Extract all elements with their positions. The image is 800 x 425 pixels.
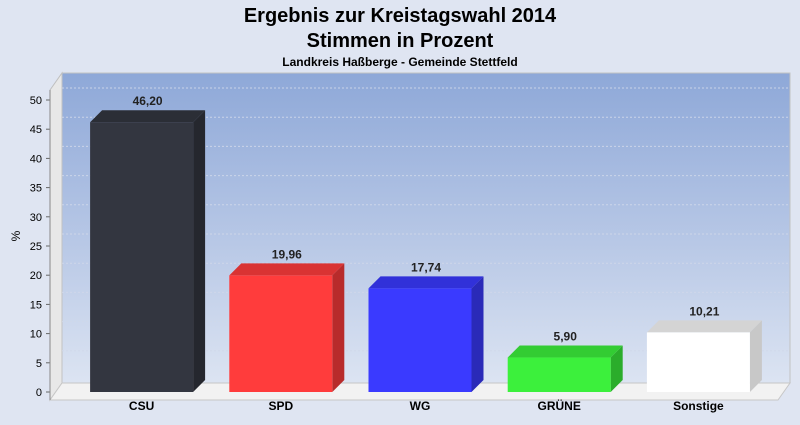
plot-side-wall [49, 71, 63, 402]
bar [507, 357, 611, 392]
y-tick-label: 35 [30, 183, 42, 195]
y-tick-label: 50 [30, 95, 42, 107]
bar-side [749, 320, 762, 392]
x-tick-label: SPD [268, 399, 293, 413]
y-tick-label: 15 [30, 299, 42, 311]
data-label: 5,90 [554, 330, 578, 344]
data-label: 17,74 [411, 260, 441, 274]
data-label: 46,20 [133, 94, 163, 108]
x-tick-label: WG [410, 399, 431, 413]
y-tick-label: 5 [36, 358, 42, 370]
y-tick-label: 10 [30, 329, 42, 341]
bar [646, 332, 750, 392]
bar-top [90, 110, 206, 123]
bars: 46,20 19,96 17,74 5,90 10,21 [90, 94, 762, 392]
bar-top [229, 263, 345, 276]
bar-side [332, 263, 345, 392]
bar [368, 288, 472, 392]
chart-subtitle: Stimmen in Prozent [307, 30, 494, 52]
x-tick-label: Sonstige [673, 399, 724, 413]
bar-top [368, 276, 484, 289]
y-axis: 0 5 10 15 20 25 30 35 40 45 50 [30, 90, 51, 400]
y-tick-label: 40 [30, 153, 42, 165]
y-axis-label: % [9, 230, 23, 241]
y-tick-label: 30 [30, 212, 42, 224]
bar-side [193, 110, 206, 392]
x-tick-label: GRÜNE [538, 398, 581, 413]
x-axis: CSU SPD WG GRÜNE Sonstige [129, 398, 724, 413]
y-tick-label: 45 [30, 124, 42, 136]
data-label: 10,21 [689, 304, 719, 318]
bar [90, 122, 194, 392]
y-tick-label: 0 [36, 387, 42, 399]
x-tick-label: CSU [129, 399, 154, 413]
y-tick-label: 25 [30, 241, 42, 253]
bar-side [610, 345, 623, 392]
bar-side [471, 276, 484, 392]
bar [229, 275, 333, 392]
chart-caption: Landkreis Haßberge - Gemeinde Stettfeld [282, 55, 517, 69]
chart-title: Ergebnis zur Kreistagswahl 2014 [244, 5, 557, 27]
bar-top [646, 320, 762, 333]
y-tick-label: 20 [30, 270, 42, 282]
data-label: 19,96 [272, 247, 302, 261]
bar-top [507, 345, 623, 358]
